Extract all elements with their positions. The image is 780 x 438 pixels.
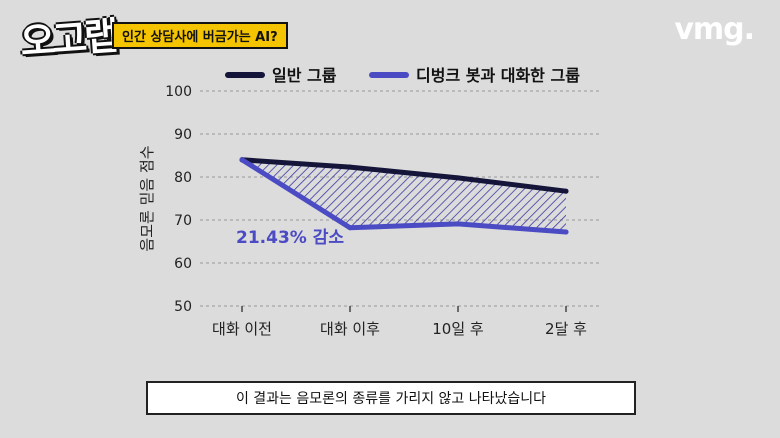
- y-tick-label: 80: [174, 170, 192, 186]
- reduction-annotation: 21.43% 감소: [236, 228, 344, 248]
- series-1-point: [347, 164, 353, 170]
- y-tick-label: 100: [165, 84, 192, 100]
- series-2-point: [347, 225, 353, 231]
- series-1-point: [455, 175, 461, 181]
- y-tick-label: 50: [174, 299, 192, 315]
- series-2-point: [455, 221, 461, 227]
- x-tick-label: 대화 이전: [212, 320, 272, 338]
- y-axis-label: 음모론 믿음 점수: [138, 145, 156, 251]
- topic-badge: 인간 상담사에 버금가는 AI?: [112, 22, 288, 49]
- legend-label-1: 일반 그룹: [272, 66, 337, 85]
- series-line-2: [239, 157, 569, 235]
- legend-label-2: 디벙크 봇과 대화한 그룹: [416, 66, 580, 85]
- x-tick-label: 대화 이후: [320, 320, 380, 338]
- x-tick-label: 2달 후: [545, 320, 587, 338]
- series-2-point: [563, 229, 569, 235]
- series-2-point: [239, 157, 245, 163]
- difference-hatch-area: [242, 159, 566, 233]
- y-tick-label: 70: [174, 213, 192, 229]
- subtitle-caption: 이 결과는 음모론의 종류를 가리지 않고 나타났습니다: [146, 381, 636, 415]
- y-tick-label: 60: [174, 256, 192, 272]
- brand-logo: vmg.: [674, 12, 755, 47]
- y-tick-label: 90: [174, 127, 192, 143]
- series-line-1: [239, 157, 569, 194]
- series-1-point: [563, 188, 569, 194]
- x-tick-label: 10일 후: [432, 320, 484, 338]
